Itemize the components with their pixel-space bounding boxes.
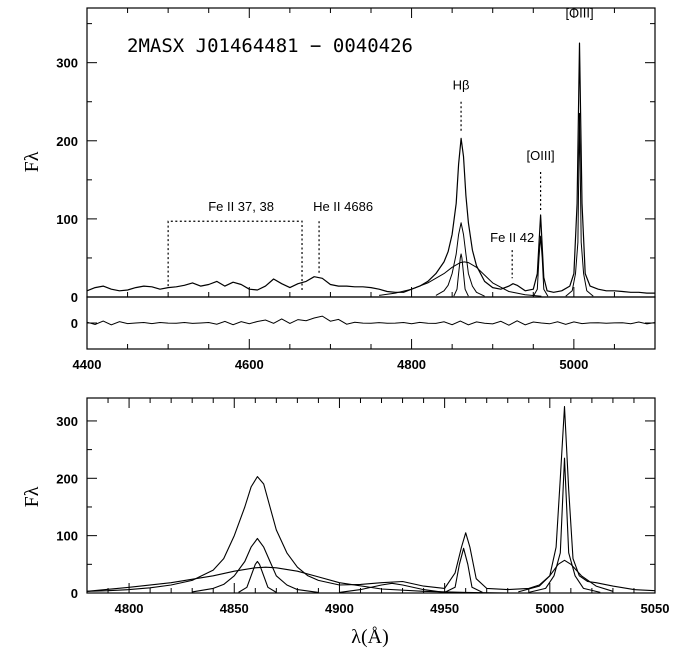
chart-title: 2MASX J01464481 − 0040426	[127, 35, 413, 57]
bottom-series-line-1	[86, 566, 508, 594]
bottom-y-tick-label: 100	[56, 529, 78, 544]
bottom-series-line-4	[528, 457, 601, 593]
bottom-y-axis-label: Fλ	[21, 486, 43, 507]
top-x-tick-label: 5000	[559, 357, 588, 372]
bottom-x-tick-label: 5000	[535, 601, 564, 616]
top-x-tick-label: 4800	[397, 357, 426, 372]
bottom-y-tick-label: 0	[71, 586, 78, 601]
bottom-spectrum-panel: 0 100 200 300 4800 4850 4900 4950 5000 5050	[56, 397, 670, 616]
bottom-series-line-6	[444, 547, 483, 593]
bottom-x-tick-label: 4950	[430, 601, 459, 616]
top-y-tick-label: 200	[56, 134, 78, 149]
bottom-x-tick-label: 4850	[220, 601, 249, 616]
residual-panel: 0 4400 4600 4800 5000	[71, 296, 656, 372]
annotation-label-2: Hβ	[453, 78, 470, 93]
bottom-plot-frame	[86, 397, 656, 594]
top-y-axis-label: Fλ	[21, 151, 43, 172]
top-annotations: Fe II 37, 38 He II 4686 Hβ Fe II 42 [OIII] [O…	[167, 6, 594, 291]
bottom-y-tick-label: 200	[56, 471, 78, 486]
annotation-label-3: Fe II 42	[490, 230, 534, 245]
top-y-tick-label: 100	[56, 212, 78, 227]
top-series-line-3	[453, 253, 469, 297]
bottom-x-tick-label: 5050	[641, 601, 670, 616]
top-spectrum-panel: Fe II 37, 38 He II 4686 Hβ Fe II 42 [OIII] [O…	[56, 6, 656, 305]
bottom-series-line-3	[238, 560, 277, 593]
bottom-x-axis-label: λ(Å)	[351, 626, 388, 648]
top-x-tick-label: 4400	[73, 357, 102, 372]
annotation-marker-0	[167, 220, 303, 291]
bottom-series-line-5	[518, 559, 614, 593]
residual-line	[86, 315, 656, 326]
bottom-x-tick-label: 4800	[115, 601, 144, 616]
annotation-label-5: [OIII]	[565, 6, 593, 21]
annotation-label-1: He II 4686	[313, 199, 373, 214]
residual-y-tick-label: 0	[71, 316, 78, 331]
bottom-series-line-2	[192, 537, 319, 593]
annotation-label-4: [OIII]	[527, 148, 555, 163]
top-series-line-0	[86, 42, 655, 294]
top-series-line-1	[379, 261, 542, 297]
top-series-line-2	[435, 222, 485, 297]
top-series-line-5	[532, 235, 549, 297]
bottom-series-line-0	[86, 406, 656, 592]
top-series-line-4	[565, 112, 594, 297]
top-y-tick-label: 0	[71, 290, 78, 305]
annotation-label-0: Fe II 37, 38	[208, 199, 274, 214]
top-x-tick-label: 4600	[235, 357, 264, 372]
bottom-y-tick-label: 300	[56, 414, 78, 429]
top-y-tick-label: 300	[56, 56, 78, 71]
bottom-x-tick-label: 4900	[325, 601, 354, 616]
